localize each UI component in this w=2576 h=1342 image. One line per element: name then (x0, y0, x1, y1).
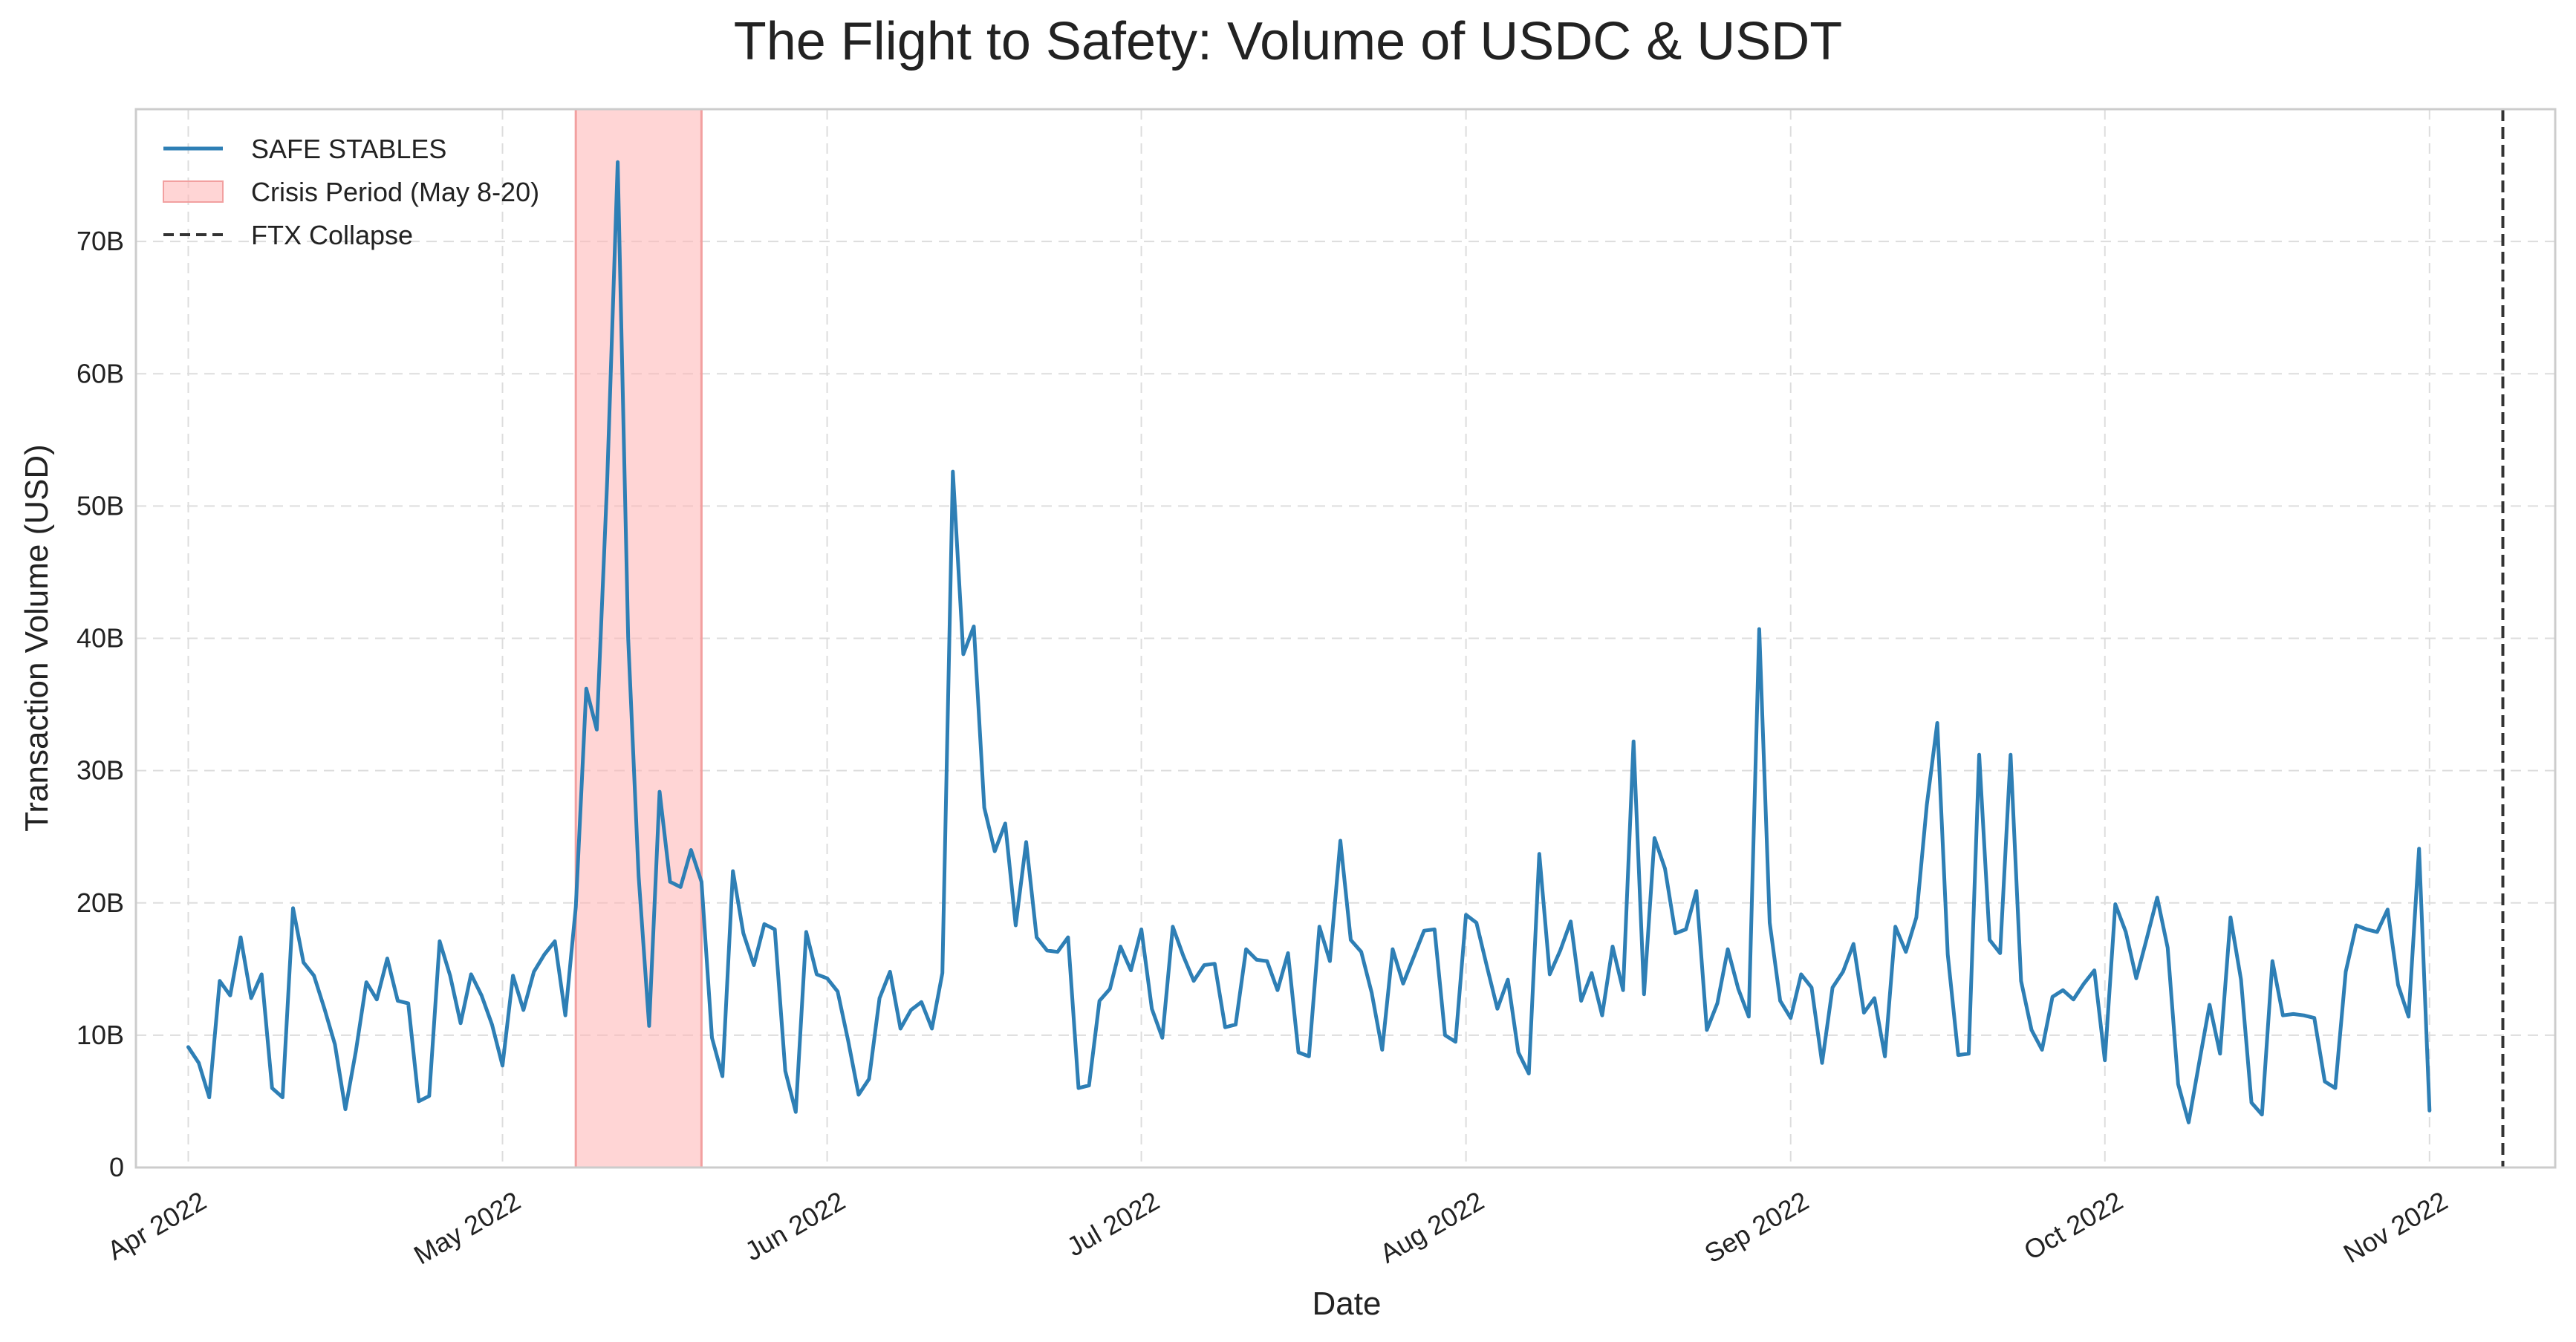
legend-label: FTX Collapse (251, 220, 413, 250)
shade-layer (574, 108, 703, 1169)
y-tick-label: 0 (109, 1152, 124, 1182)
legend-swatch-patch (163, 180, 224, 203)
y-tick-label: 60B (77, 358, 124, 388)
y-tick-label: 50B (77, 490, 124, 521)
y-tick-label: 30B (77, 755, 124, 786)
y-tick-label: 70B (77, 226, 124, 256)
y-axis-ticks: 0 10B 20B 30B 40B 50B 60B 70B (77, 226, 124, 1182)
legend-label: Crisis Period (May 8-20) (251, 177, 539, 207)
chart-title: The Flight to Safety: Volume of USDC & U… (734, 12, 1843, 71)
series-layer (186, 160, 2432, 1124)
legend-label: SAFE STABLES (251, 134, 446, 164)
y-tick-label: 40B (77, 623, 124, 654)
y-tick-label: 20B (77, 887, 124, 918)
plot-frame (134, 108, 2557, 1169)
x-axis-label: Date (1313, 1286, 1382, 1322)
series-line-safe-stables (186, 160, 2432, 1124)
crisis-period-band (574, 108, 703, 1169)
legend: SAFE STABLES Crisis Period (May 8-20) FTX … (163, 134, 539, 250)
y-axis-label: Transaction Volume (USD) (19, 444, 55, 832)
y-tick-label: 10B (77, 1020, 124, 1050)
